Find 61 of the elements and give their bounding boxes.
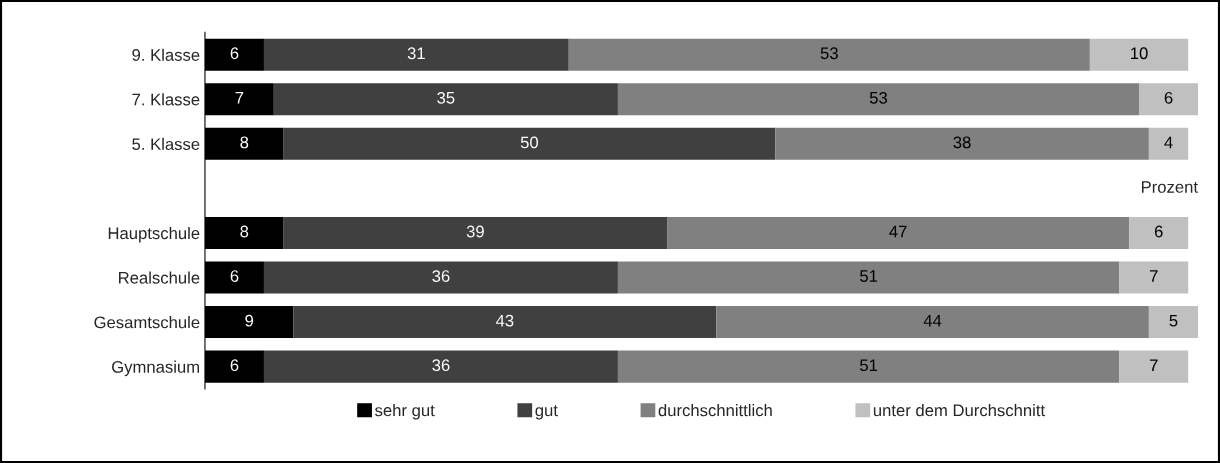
y-tick-label: 9. Klasse	[132, 48, 200, 61]
data-label: 53	[820, 47, 838, 60]
y-tick-label: Hauptschule	[108, 226, 200, 243]
data-label: 5	[1169, 314, 1178, 327]
bar	[293, 306, 717, 339]
bar	[617, 261, 1120, 294]
data-label: 6	[1154, 225, 1163, 238]
legend-label: gut	[535, 405, 558, 420]
data-label: 6	[230, 359, 239, 372]
bar	[1089, 38, 1189, 71]
data-label: 36	[432, 270, 450, 282]
legend-label: durchschnittlich	[658, 404, 772, 417]
bar	[1139, 83, 1199, 116]
data-label: 43	[495, 314, 514, 327]
data-label: 35	[437, 91, 455, 104]
bar	[283, 216, 668, 249]
data-label: 50	[520, 136, 539, 149]
data-label: 8	[240, 136, 249, 149]
y-tick-label: 5. Klasse	[132, 137, 200, 151]
y-tick-label: Gesamtschule	[94, 316, 200, 329]
y-tick-label: Realschule	[119, 271, 200, 284]
bar	[1148, 127, 1189, 160]
data-label: 6	[230, 270, 239, 282]
data-label: 6	[230, 47, 239, 60]
bar	[263, 38, 569, 71]
data-label: 44	[923, 314, 942, 327]
y-tick-label: Gymnasium	[112, 360, 199, 377]
bar	[273, 83, 618, 116]
data-label: 36	[432, 359, 450, 372]
data-label: 9	[245, 314, 254, 327]
bar	[568, 38, 1090, 71]
bar	[667, 216, 1130, 249]
data-label: 7	[235, 92, 244, 104]
data-label: 8	[240, 225, 249, 238]
bar	[617, 83, 1140, 116]
legend-label: sehr gut	[375, 404, 435, 420]
data-label: 7	[1150, 270, 1158, 282]
bar	[263, 350, 618, 383]
data-label: 38	[953, 136, 971, 149]
data-label: 10	[1131, 47, 1148, 60]
bar	[263, 261, 618, 294]
y-tick-label: 7. Klasse	[132, 93, 200, 106]
annotation: Prozent	[1141, 181, 1198, 193]
bar	[1148, 306, 1199, 339]
data-label: 39	[466, 225, 484, 238]
bar	[775, 127, 1149, 160]
bar	[716, 306, 1149, 339]
data-label: 6	[1164, 91, 1173, 104]
legend-label: unter dem Durchschnitt	[873, 404, 1045, 417]
data-label: 31	[407, 47, 425, 60]
data-label: 51	[860, 270, 878, 282]
bar	[1119, 261, 1189, 294]
bar	[617, 350, 1120, 383]
data-label: 47	[889, 225, 907, 238]
bar	[1119, 350, 1189, 383]
bar	[1129, 216, 1189, 249]
data-label: 4	[1164, 136, 1173, 149]
bar	[283, 127, 776, 160]
data-label: 51	[860, 359, 878, 372]
data-label: 7	[1150, 359, 1158, 371]
data-label: 53	[869, 91, 888, 104]
